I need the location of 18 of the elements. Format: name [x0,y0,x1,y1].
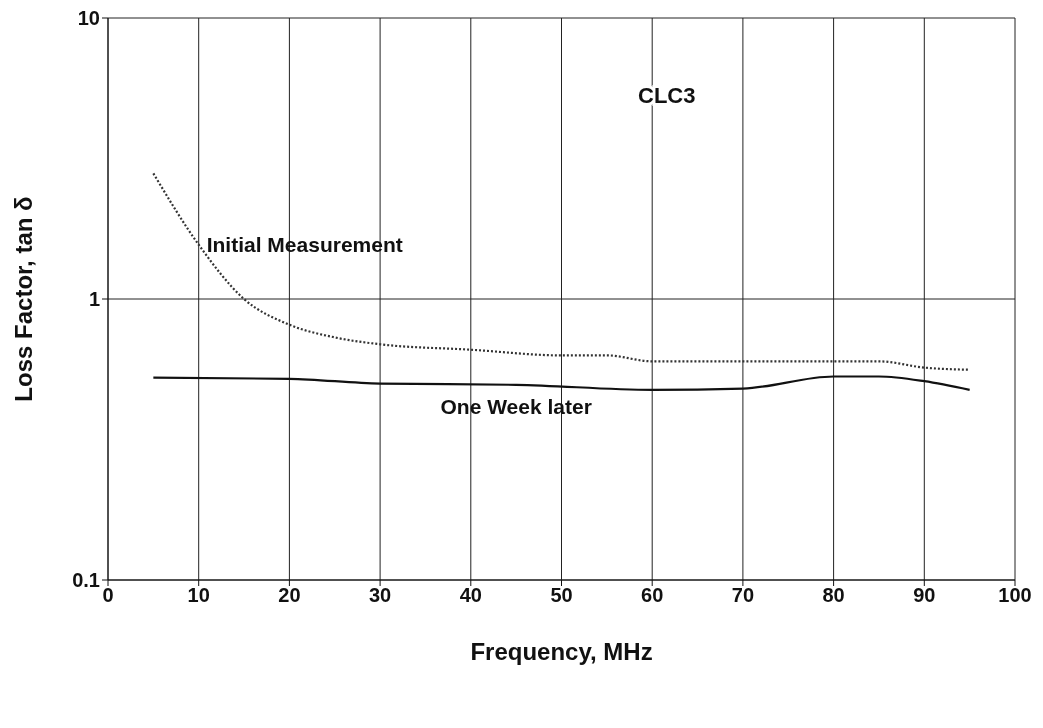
x-tick-label: 30 [368,584,392,607]
x-tick-label: 100 [998,584,1032,607]
x-tick-label: 20 [278,584,301,607]
x-tick-label: 80 [822,584,845,607]
x-axis-title: Frequency, MHz [470,638,653,665]
x-tick-label: 70 [731,584,755,607]
y-tick-label: 0.1 [72,569,100,592]
x-tick-label: 40 [459,584,482,607]
x-tick-label: 0 [102,584,114,607]
y-axis-title: Loss Factor, tan δ [9,196,37,402]
x-tick-label: 60 [641,584,664,607]
line-series [152,172,971,371]
y-tick-label: 10 [77,7,100,30]
x-tick-label: 50 [550,584,573,607]
x-tick-label: 10 [187,584,210,607]
x-tick-label: 90 [913,584,936,607]
y-tick-label: 1 [88,288,100,311]
line-series [152,375,971,391]
